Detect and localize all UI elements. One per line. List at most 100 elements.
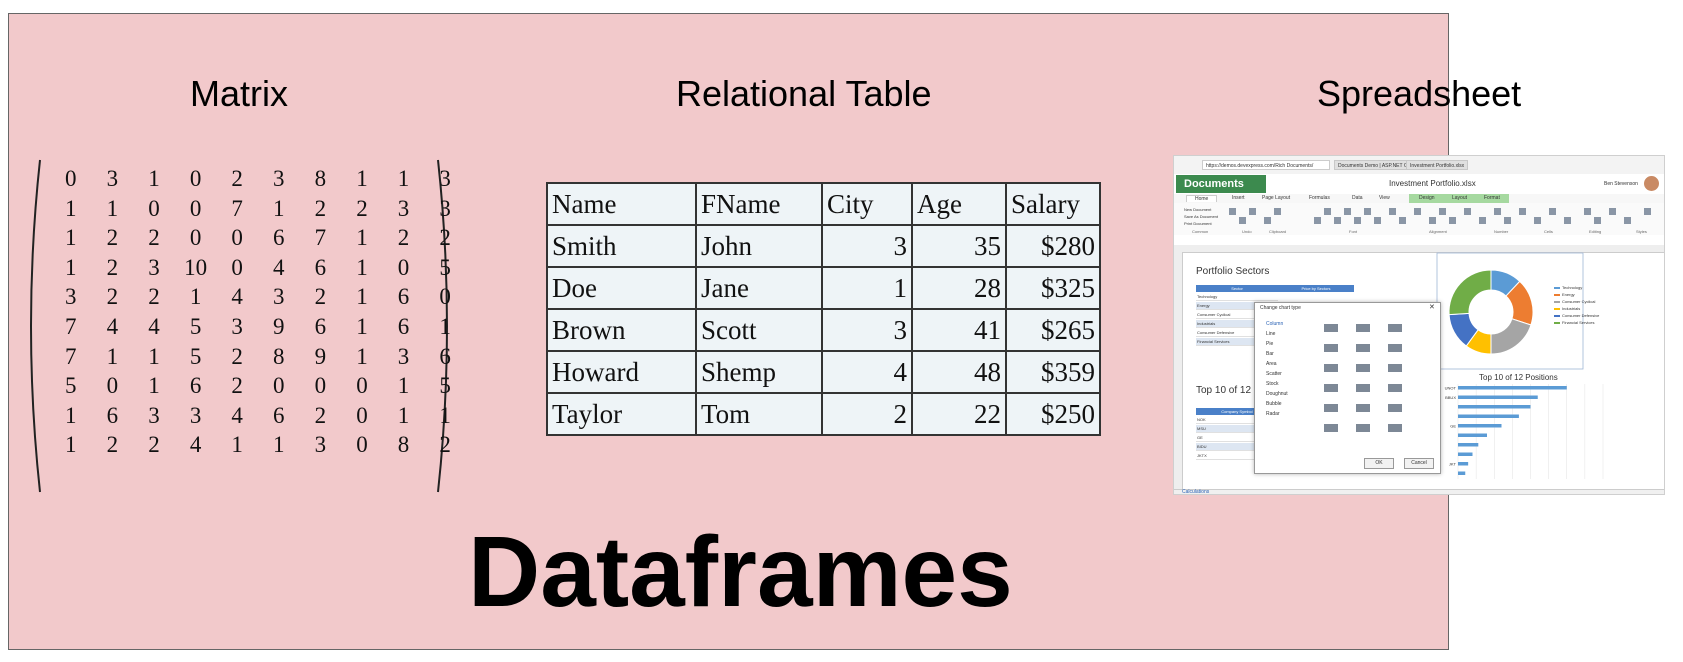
chart-type-icon[interactable] bbox=[1388, 364, 1402, 372]
matrix-cell: 3 bbox=[189, 402, 202, 428]
spreadsheet-screenshot: https://demos.devexpress.com/Rich Docume… bbox=[1173, 155, 1665, 495]
matrix-cell: 6 bbox=[439, 343, 451, 369]
top10-chart-title: Top 10 of 12 Positions bbox=[1479, 373, 1558, 382]
legend-swatch bbox=[1554, 293, 1560, 296]
matrix-grid: 0 3 1 0 2 3 8 1 1 3 1 1 0 0 7 1 2 2 3 3 1 2 2 0 0 6 7 1 2 2 1 2 3 10 0 4 6 1 0… bbox=[50, 164, 466, 460]
chart-type-icon[interactable] bbox=[1388, 384, 1402, 392]
ribbon-button-icon[interactable] bbox=[1644, 208, 1651, 215]
matrix-cell: 5 bbox=[439, 373, 451, 399]
table-cell: 28 bbox=[911, 266, 1007, 310]
matrix-cell: 2 bbox=[439, 225, 451, 251]
chart-type-item[interactable]: Area bbox=[1266, 361, 1277, 367]
chart-type-icon[interactable] bbox=[1356, 384, 1370, 392]
ribbon-button-icon[interactable] bbox=[1479, 217, 1486, 224]
sheet-title: Portfolio Sectors bbox=[1196, 266, 1270, 277]
matrix-cell: 0 bbox=[189, 195, 202, 221]
matrix-cell: 1 bbox=[65, 254, 77, 280]
chart-type-icon[interactable] bbox=[1356, 324, 1370, 332]
matrix-cell: 5 bbox=[439, 254, 451, 280]
chart-type-icon[interactable] bbox=[1356, 404, 1370, 412]
ribbon-button-icon[interactable] bbox=[1274, 208, 1281, 215]
chart-type-item[interactable]: Bubble bbox=[1266, 401, 1282, 407]
chart-type-icon[interactable] bbox=[1356, 424, 1370, 432]
chart-type-icon[interactable] bbox=[1388, 424, 1402, 432]
legend-label: Financial Services bbox=[1562, 320, 1595, 325]
ribbon-button-icon[interactable] bbox=[1324, 208, 1331, 215]
chart-type-item[interactable]: Doughnut bbox=[1266, 391, 1288, 397]
chart-type-icon[interactable] bbox=[1324, 404, 1338, 412]
ribbon-button-icon[interactable] bbox=[1449, 217, 1456, 224]
ribbon-button-icon[interactable] bbox=[1399, 217, 1406, 224]
chart-type-icon[interactable] bbox=[1324, 364, 1338, 372]
ribbon-button-icon[interactable] bbox=[1414, 208, 1421, 215]
ribbon-button-icon[interactable] bbox=[1494, 208, 1501, 215]
chart-type-item[interactable]: Scatter bbox=[1266, 371, 1282, 377]
cancel-button[interactable]: Cancel bbox=[1404, 458, 1434, 469]
chart-type-icon[interactable] bbox=[1324, 324, 1338, 332]
ribbon-tab: View bbox=[1379, 195, 1390, 201]
table-row: Doe Jane 1 28 $325 bbox=[546, 266, 1101, 310]
ok-button[interactable]: OK bbox=[1364, 458, 1394, 469]
ribbon-button-icon[interactable] bbox=[1564, 217, 1571, 224]
ribbon-button-icon[interactable] bbox=[1504, 217, 1511, 224]
chart-type-item[interactable]: Stock bbox=[1266, 381, 1279, 387]
chart-type-icon[interactable] bbox=[1324, 384, 1338, 392]
chart-type-icon[interactable] bbox=[1356, 364, 1370, 372]
matrix-cell: 5 bbox=[189, 343, 202, 369]
chart-type-item[interactable]: Pie bbox=[1266, 341, 1274, 347]
ribbon-button-icon[interactable] bbox=[1624, 217, 1631, 224]
ribbon-button-icon[interactable] bbox=[1464, 208, 1471, 215]
matrix-cell: 2 bbox=[106, 284, 119, 310]
matrix-cell: 3 bbox=[314, 432, 327, 458]
chart-type-icon[interactable] bbox=[1388, 344, 1402, 352]
ribbon-button-icon[interactable] bbox=[1239, 217, 1246, 224]
table-header-row: Name FName City Age Salary bbox=[546, 182, 1101, 226]
matrix-cell: 1 bbox=[65, 225, 77, 251]
matrix-cell: 6 bbox=[397, 284, 410, 310]
chart-type-icon[interactable] bbox=[1324, 424, 1338, 432]
chart-type-item[interactable]: Bar bbox=[1266, 351, 1274, 357]
ribbon-button-icon[interactable] bbox=[1229, 208, 1236, 215]
chart-type-icon[interactable] bbox=[1388, 324, 1402, 332]
ribbon-button-icon[interactable] bbox=[1519, 208, 1526, 215]
ribbon-button-icon[interactable] bbox=[1439, 208, 1446, 215]
column-headers bbox=[1174, 245, 1664, 253]
chart-type-icon[interactable] bbox=[1324, 344, 1338, 352]
ribbon-button-icon[interactable] bbox=[1534, 217, 1541, 224]
chart-type-icon[interactable] bbox=[1356, 344, 1370, 352]
ribbon-button-icon[interactable] bbox=[1374, 217, 1381, 224]
matrix-cell: 3 bbox=[231, 313, 243, 339]
ribbon-tab: Format bbox=[1484, 195, 1500, 201]
ribbon-button-icon[interactable] bbox=[1264, 217, 1271, 224]
matrix-cell: 6 bbox=[273, 225, 285, 251]
chart-type-item[interactable]: Radar bbox=[1266, 411, 1280, 417]
ribbon-button-icon[interactable] bbox=[1584, 208, 1591, 215]
bar-label: GE bbox=[1450, 424, 1456, 429]
chart-type-item[interactable]: Line bbox=[1266, 331, 1276, 337]
top10-heading: Top 10 of 12 bbox=[1196, 385, 1252, 396]
ribbon-button-icon[interactable] bbox=[1429, 217, 1436, 224]
ribbon-button-icon[interactable] bbox=[1354, 217, 1361, 224]
ribbon-button-icon[interactable] bbox=[1389, 208, 1396, 215]
close-icon[interactable]: ✕ bbox=[1429, 304, 1435, 311]
list-item: Technology bbox=[1196, 293, 1278, 301]
sheet-tab[interactable]: Calculations bbox=[1182, 489, 1210, 495]
ribbon-button-icon[interactable] bbox=[1609, 208, 1616, 215]
ribbon-button-icon[interactable] bbox=[1314, 217, 1321, 224]
ribbon-button-icon[interactable] bbox=[1334, 217, 1341, 224]
donut-chart bbox=[1436, 252, 1584, 370]
legend-swatch bbox=[1554, 314, 1560, 317]
ribbon-button-icon[interactable] bbox=[1594, 217, 1601, 224]
matrix-cell: 7 bbox=[65, 313, 77, 339]
ribbon-button-icon[interactable] bbox=[1364, 208, 1371, 215]
legend-item: Technology bbox=[1554, 285, 1582, 290]
ribbon-button-icon[interactable] bbox=[1249, 208, 1256, 215]
ribbon-button-icon[interactable] bbox=[1549, 208, 1556, 215]
table-cell: 1 bbox=[821, 266, 913, 310]
ribbon-button-icon[interactable] bbox=[1344, 208, 1351, 215]
matrix-cell: 5 bbox=[65, 373, 77, 399]
list-item: Financial Services bbox=[1196, 338, 1278, 346]
chart-type-item[interactable]: Column bbox=[1266, 321, 1284, 327]
matrix-cell: 0 bbox=[356, 432, 368, 458]
chart-type-icon[interactable] bbox=[1388, 404, 1402, 412]
